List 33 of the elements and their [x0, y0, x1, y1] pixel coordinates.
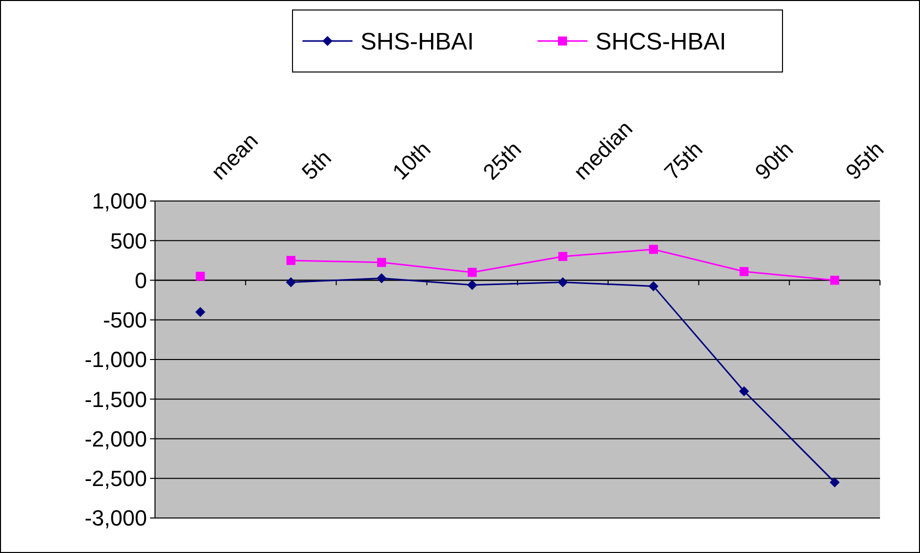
point [830, 276, 840, 285]
x-tick-label: 5th [296, 145, 336, 185]
x-tick-label: 95th [840, 136, 889, 185]
point [739, 386, 750, 396]
point [286, 256, 296, 265]
point [468, 268, 477, 277]
y-tick-label: -1,000 [84, 347, 147, 372]
point [196, 272, 205, 281]
legend-label: SHS-HBAI [360, 28, 474, 56]
x-tick-label: 90th [750, 136, 798, 185]
point [558, 252, 568, 261]
y-tick-label: 500 [110, 228, 147, 254]
y-tick-label: 0 [134, 268, 147, 293]
point [467, 280, 478, 290]
y-tick-label: -500 [102, 308, 147, 333]
x-tick-label: 75th [659, 136, 708, 185]
point [558, 277, 568, 288]
x-tick-label: 25th [478, 136, 526, 185]
point [740, 267, 749, 276]
point [648, 281, 658, 292]
point [830, 477, 840, 488]
y-tick-label: -3,000 [84, 506, 147, 531]
legend-label: SHCS-HBAI [596, 28, 726, 56]
y-tick-label: -1,500 [84, 386, 147, 412]
x-tick-label: 10th [387, 136, 436, 185]
point [195, 306, 206, 317]
point [648, 244, 658, 254]
y-tick-label: -2,000 [84, 426, 147, 452]
point [376, 273, 387, 284]
y-tick-label: 1,000 [92, 188, 147, 214]
point [286, 277, 296, 288]
point [377, 258, 386, 267]
y-tick-label: -2,500 [84, 466, 147, 492]
